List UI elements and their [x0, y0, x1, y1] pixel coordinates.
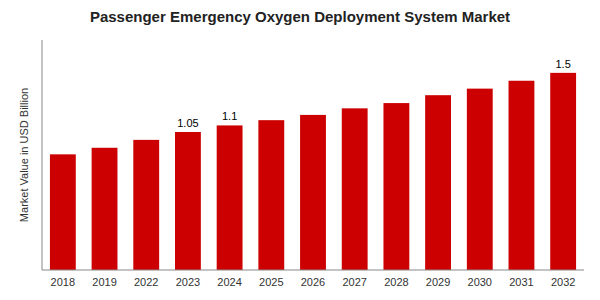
- x-tick-label: 2031: [509, 276, 533, 288]
- data-label: 1.05: [177, 117, 198, 129]
- bar: [342, 108, 368, 270]
- bar: [300, 115, 326, 270]
- data-label: 1.1: [222, 110, 237, 122]
- x-tick-label: 2029: [426, 276, 450, 288]
- x-tick-label: 2023: [176, 276, 200, 288]
- x-tick-label: 2032: [551, 276, 575, 288]
- bar: [92, 148, 118, 270]
- x-tick-label: 2019: [92, 276, 116, 288]
- bar: [509, 81, 535, 270]
- x-tick-label: 2018: [51, 276, 75, 288]
- x-tick-label: 2028: [384, 276, 408, 288]
- bar: [133, 140, 159, 270]
- y-axis-line: [42, 40, 43, 270]
- x-tick-label: 2022: [134, 276, 158, 288]
- chart: Passenger Emergency Oxygen Deployment Sy…: [0, 0, 600, 300]
- bars: [50, 73, 576, 270]
- bar: [50, 154, 76, 270]
- bar: [425, 95, 451, 270]
- y-axis-label: Market Value in USD Billion: [18, 88, 30, 222]
- title: Passenger Emergency Oxygen Deployment Sy…: [90, 8, 510, 25]
- bar: [550, 73, 576, 270]
- x-tick-label: 2030: [468, 276, 492, 288]
- x-tick-label: 2027: [342, 276, 366, 288]
- chart-container: Passenger Emergency Oxygen Deployment Sy…: [0, 0, 600, 300]
- x-tick-label: 2024: [217, 276, 241, 288]
- data-label: 1.5: [556, 58, 571, 70]
- bar: [383, 103, 409, 270]
- bar: [175, 132, 201, 270]
- x-axis-line: [42, 270, 584, 271]
- x-tick-label: 2025: [259, 276, 283, 288]
- bar: [258, 120, 284, 270]
- bar: [217, 125, 243, 270]
- bar: [467, 89, 493, 270]
- x-tick-label: 2026: [301, 276, 325, 288]
